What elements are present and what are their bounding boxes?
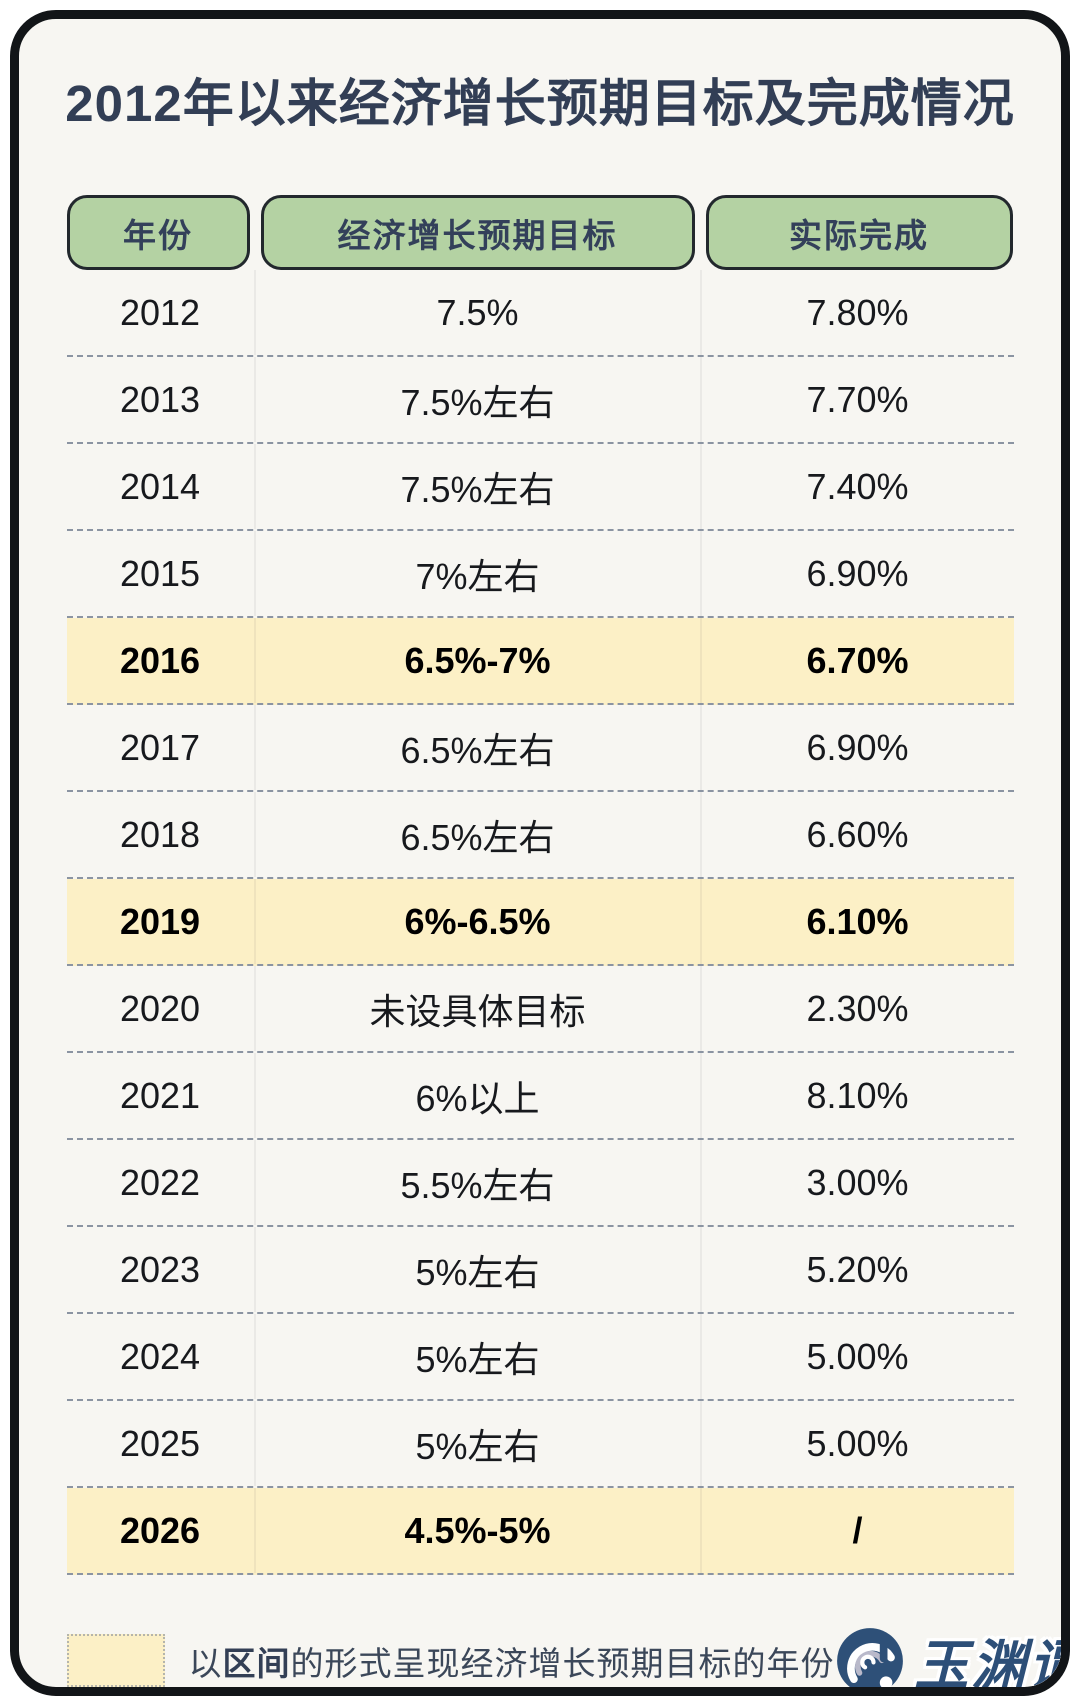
actual-cell: 6.10% <box>806 900 909 942</box>
legend-bold-term: 区间 <box>222 1644 291 1682</box>
actual-cell: 3.00% <box>806 1161 909 1203</box>
header-actual: 实际完成 <box>705 195 1013 270</box>
actual-cell: 8.10% <box>806 1074 909 1116</box>
actual-cell: 5.20% <box>806 1248 909 1290</box>
target-cell: 7.5%左右 <box>256 444 702 529</box>
year-cell: 2023 <box>67 1227 256 1312</box>
table-row: 2014 7.5%左右 7.40% <box>66 444 1014 531</box>
year-cell: 2014 <box>67 444 256 529</box>
target-cell: 7.5%左右 <box>256 357 702 442</box>
growth-target-table: 年份 经济增长预期目标 实际完成 2012 7.5% 7.80% 2013 7.… <box>66 195 1014 1575</box>
logo-text: 玉渊谭天 <box>914 1633 1062 1696</box>
legend-prefix: 以 <box>188 1644 223 1682</box>
year-cell: 2021 <box>67 1053 256 1138</box>
actual-cell: 6.90% <box>806 552 909 594</box>
infographic-card: 2012年以来经济增长预期目标及完成情况 年份 经济增长预期目标 实际完成 20… <box>10 10 1070 1696</box>
table-row: 2022 5.5%左右 3.00% <box>66 1140 1014 1227</box>
target-cell: 6.5%左右 <box>256 705 702 790</box>
target-cell: 6.5%-7% <box>256 618 702 703</box>
table-body: 2012 7.5% 7.80% 2013 7.5%左右 7.70% 2014 7… <box>66 270 1014 1575</box>
target-cell: 未设具体目标 <box>256 966 702 1051</box>
year-cell: 2026 <box>67 1488 256 1573</box>
year-cell: 2016 <box>67 618 256 703</box>
actual-cell: 5.00% <box>806 1335 909 1377</box>
target-cell: 7%左右 <box>256 531 702 616</box>
table-row: 2012 7.5% 7.80% <box>66 270 1014 357</box>
actual-cell: 5.00% <box>806 1422 909 1464</box>
table-row-highlighted: 2016 6.5%-7% 6.70% <box>66 618 1014 705</box>
target-cell: 7.5% <box>256 270 702 355</box>
year-cell: 2024 <box>67 1314 256 1399</box>
year-cell: 2013 <box>67 357 256 442</box>
table-row-highlighted: 2019 6%-6.5% 6.10% <box>66 879 1014 966</box>
actual-cell: 6.90% <box>806 726 909 768</box>
actual-cell: 7.40% <box>806 465 909 507</box>
year-cell: 2022 <box>67 1140 256 1225</box>
actual-cell: 6.70% <box>806 639 909 681</box>
page-title: 2012年以来经济增长预期目标及完成情况 <box>65 75 1015 132</box>
yuyuan-tantian-logo-icon <box>836 1627 903 1687</box>
table-row: 2015 7%左右 6.90% <box>66 531 1014 618</box>
target-cell: 6%-6.5% <box>256 879 702 964</box>
table-row: 2021 6%以上 8.10% <box>66 1053 1014 1140</box>
actual-cell: 2.30% <box>806 987 909 1029</box>
table-header-row: 年份 经济增长预期目标 实际完成 <box>66 195 1014 270</box>
table-row: 2025 5%左右 5.00% <box>66 1401 1014 1488</box>
target-cell: 4.5%-5% <box>256 1488 702 1573</box>
year-cell: 2018 <box>67 792 256 877</box>
year-cell: 2017 <box>67 705 256 790</box>
actual-cell: 7.80% <box>806 291 909 333</box>
table-row: 2017 6.5%左右 6.90% <box>66 705 1014 792</box>
target-cell: 6%以上 <box>256 1053 702 1138</box>
year-cell: 2015 <box>67 531 256 616</box>
target-cell: 5%左右 <box>256 1401 702 1486</box>
actual-cell: / <box>852 1509 863 1551</box>
table-row: 2024 5%左右 5.00% <box>66 1314 1014 1401</box>
target-cell: 5%左右 <box>256 1314 702 1399</box>
actual-cell: 6.60% <box>806 813 909 855</box>
header-target: 经济增长预期目标 <box>260 195 695 270</box>
actual-cell: 7.70% <box>806 378 909 420</box>
target-cell: 5.5%左右 <box>256 1140 702 1225</box>
year-cell: 2025 <box>67 1401 256 1486</box>
target-cell: 5%左右 <box>256 1227 702 1312</box>
year-cell: 2020 <box>67 966 256 1051</box>
highlight-legend-swatch <box>66 1634 165 1687</box>
header-year: 年份 <box>66 195 250 270</box>
year-cell: 2019 <box>67 879 256 964</box>
table-row-highlighted: 2026 4.5%-5% / <box>66 1488 1014 1575</box>
legend-text: 以区间的形式呈现经济增长预期目标的年份 <box>189 1637 835 1685</box>
table-row: 2023 5%左右 5.20% <box>66 1227 1014 1314</box>
year-cell: 2012 <box>67 270 256 355</box>
table-row: 2020 未设具体目标 2.30% <box>66 966 1014 1053</box>
target-cell: 6.5%左右 <box>256 792 702 877</box>
table-row: 2013 7.5%左右 7.70% <box>66 357 1014 444</box>
footer: 以区间的形式呈现经济增长预期目标的年份 玉渊谭天 <box>66 1621 1061 1687</box>
legend-suffix: 的形式呈现经济增长预期目标的年份 <box>290 1644 835 1682</box>
logo: 玉渊谭天 <box>835 1621 1062 1696</box>
table-row: 2018 6.5%左右 6.60% <box>66 792 1014 879</box>
